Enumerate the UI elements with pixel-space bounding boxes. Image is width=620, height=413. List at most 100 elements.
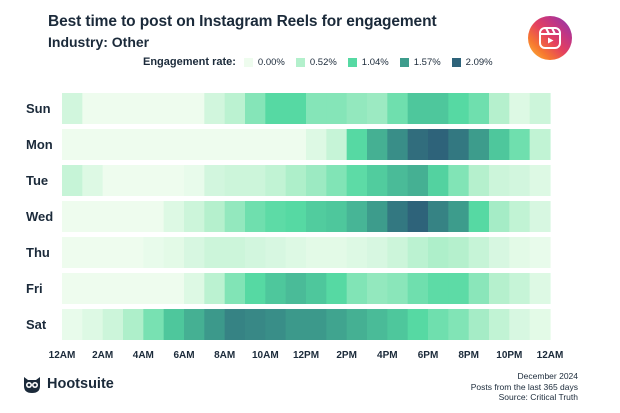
heatmap-cell <box>204 273 226 304</box>
heatmap-cell <box>306 201 327 232</box>
brand-name: Hootsuite <box>47 376 114 392</box>
heatmap-cell <box>367 273 388 304</box>
heatmap-cell <box>143 93 165 124</box>
heatmap-cell <box>306 309 327 340</box>
heatmap-cell <box>224 165 246 196</box>
x-tick-label: 12AM <box>49 350 76 361</box>
heatmap-cell <box>489 273 510 304</box>
heatmap-cell <box>367 201 388 232</box>
heatmap-cell <box>448 273 470 304</box>
heatmap-cell <box>184 93 205 124</box>
heatmap-cell <box>82 129 104 160</box>
heatmap-cell <box>468 273 490 304</box>
heatmap-cell <box>62 165 83 196</box>
heatmap-cell <box>428 93 449 124</box>
legend-item: 0.52% <box>295 57 337 68</box>
heatmap-cell <box>265 129 287 160</box>
heatmap-cell <box>204 237 226 268</box>
heatmap-cell <box>184 273 205 304</box>
heatmap-cell <box>509 201 531 232</box>
heatmap-cell <box>468 165 490 196</box>
day-label: Sun <box>26 101 51 116</box>
heatmap-cell <box>102 309 124 340</box>
heatmap-cell <box>123 93 144 124</box>
heatmap-cell <box>529 93 551 124</box>
heatmap-cell <box>184 237 205 268</box>
heatmap-cell <box>367 237 388 268</box>
legend-label: 0.00% <box>257 56 285 68</box>
heatmap-cell <box>468 201 490 232</box>
heatmap-cell <box>82 273 104 304</box>
heatmap-cell <box>367 165 388 196</box>
heatmap-cell <box>102 237 124 268</box>
heatmap-cell <box>428 165 449 196</box>
heatmap-cell <box>82 165 104 196</box>
heatmap-cell <box>509 93 531 124</box>
heatmap-cell <box>509 309 531 340</box>
legend-label: 2.09% <box>465 56 493 68</box>
heatmap-cell <box>143 165 165 196</box>
heatmap-cell <box>163 93 185 124</box>
heatmap-cell <box>529 309 551 340</box>
heatmap-cell <box>123 237 144 268</box>
heatmap-cell <box>468 309 490 340</box>
day-label: Fri <box>26 281 43 296</box>
heatmap-cell <box>407 273 429 304</box>
heatmap-cell <box>306 237 327 268</box>
chart-subtitle: Industry: Other <box>48 34 150 50</box>
heatmap-cell <box>407 165 429 196</box>
heatmap-cell <box>407 129 429 160</box>
heatmap-cell <box>265 201 287 232</box>
heatmap-cell <box>529 237 551 268</box>
heatmap-cell <box>306 273 327 304</box>
heatmap-cell <box>82 201 104 232</box>
heatmap-cell <box>62 129 83 160</box>
legend-title: Engagement rate: <box>143 56 236 68</box>
legend-swatch <box>295 57 305 67</box>
heatmap-cell <box>489 165 510 196</box>
heatmap-cell <box>489 129 510 160</box>
heatmap-cell <box>285 201 307 232</box>
footer-date: December 2024 <box>517 371 578 381</box>
heatmap-cell <box>489 237 510 268</box>
x-tick-label: 10PM <box>496 350 522 361</box>
day-label: Sat <box>26 317 47 332</box>
heatmap-cell <box>448 165 470 196</box>
heatmap-cell <box>306 129 327 160</box>
heatmap-cell <box>509 129 531 160</box>
legend-item: 2.09% <box>451 56 493 68</box>
heatmap-cell <box>143 129 165 160</box>
heatmap-cell <box>285 129 307 160</box>
heatmap-cell <box>224 93 246 124</box>
heatmap-cell <box>143 273 165 304</box>
heatmap-cell <box>184 309 205 340</box>
hootsuite-logo: Hootsuite <box>22 374 114 394</box>
heatmap-cell <box>123 165 144 196</box>
x-tick-label: 6AM <box>173 350 194 361</box>
heatmap-cell <box>285 273 307 304</box>
legend-swatch <box>451 57 461 67</box>
heatmap-cell <box>265 165 287 196</box>
heatmap-cell <box>346 201 368 232</box>
heatmap-cell <box>245 93 266 124</box>
heatmap-cell <box>184 129 205 160</box>
heatmap-cell <box>82 309 104 340</box>
instagram-reels-icon <box>528 16 572 60</box>
heatmap-cell <box>102 201 124 232</box>
heatmap-cell <box>62 309 83 340</box>
heatmap-cell <box>448 201 470 232</box>
legend-label: 1.57% <box>413 56 441 68</box>
heatmap-cell <box>326 201 348 232</box>
heatmap-cell <box>204 93 226 124</box>
heatmap-cell <box>509 237 531 268</box>
heatmap-cell <box>163 165 185 196</box>
heatmap-cell <box>245 237 266 268</box>
heatmap-cell <box>224 309 246 340</box>
heatmap-cell <box>143 237 165 268</box>
heatmap-cell <box>326 237 348 268</box>
legend-label: 1.04% <box>361 56 389 68</box>
day-label: Mon <box>26 137 53 152</box>
heatmap-cell <box>387 273 409 304</box>
legend-item: 0.00% <box>243 56 285 68</box>
heatmap-cell <box>163 273 185 304</box>
